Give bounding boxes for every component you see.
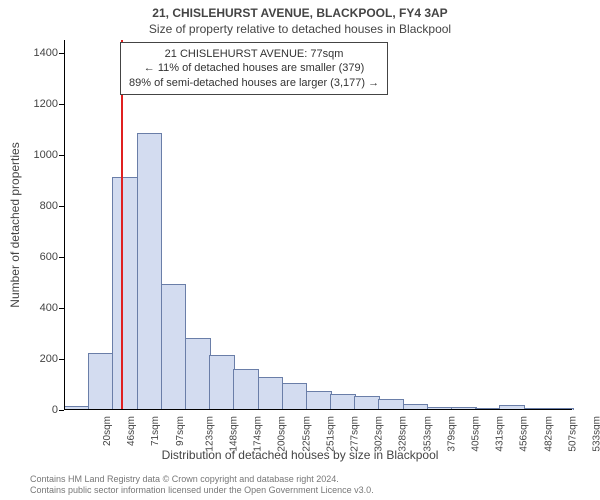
histogram-bar — [137, 133, 163, 410]
x-tick-label: 20sqm — [102, 416, 113, 446]
y-axis-label: Number of detached properties — [8, 142, 22, 307]
histogram-bar — [233, 369, 259, 410]
x-tick-label: 97sqm — [175, 416, 186, 446]
footer-line-2: Contains public sector information licen… — [30, 485, 374, 496]
y-tick-label: 600 — [18, 251, 58, 263]
x-tick-label: 200sqm — [277, 416, 288, 452]
y-tick-label: 1400 — [18, 47, 58, 59]
x-tick-label: 302sqm — [374, 416, 385, 452]
x-tick-label: 123sqm — [204, 416, 215, 452]
x-tick-label: 533sqm — [591, 416, 600, 452]
x-axis-line — [64, 409, 572, 410]
x-tick-label: 174sqm — [253, 416, 264, 452]
x-tick-label: 148sqm — [229, 416, 240, 452]
x-tick-label: 379sqm — [446, 416, 457, 452]
plot-area — [64, 40, 572, 410]
x-tick-label: 328sqm — [398, 416, 409, 452]
chart-title: 21, CHISLEHURST AVENUE, BLACKPOOL, FY4 3… — [0, 0, 600, 20]
histogram-bar — [112, 177, 138, 410]
histogram-bar — [306, 391, 332, 410]
histogram-bar — [88, 353, 114, 410]
histogram-bar — [185, 338, 211, 410]
chart-subtitle: Size of property relative to detached ho… — [0, 20, 600, 36]
y-tick-mark — [59, 410, 64, 411]
y-axis-line — [64, 40, 65, 410]
histogram-bar — [330, 394, 356, 410]
info-line-3: 89% of semi-detached houses are larger (… — [129, 76, 379, 90]
x-tick-label: 456sqm — [519, 416, 530, 452]
reference-line — [121, 40, 123, 410]
x-tick-label: 482sqm — [543, 416, 554, 452]
y-tick-label: 0 — [18, 404, 58, 416]
x-tick-label: 277sqm — [350, 416, 361, 452]
x-axis-label: Distribution of detached houses by size … — [0, 448, 600, 462]
histogram-bar — [161, 284, 187, 410]
y-tick-label: 200 — [18, 353, 58, 365]
x-tick-label: 46sqm — [126, 416, 137, 446]
histogram-bar — [209, 355, 235, 410]
x-tick-label: 507sqm — [567, 416, 578, 452]
y-tick-label: 800 — [18, 200, 58, 212]
info-box: 21 CHISLEHURST AVENUE: 77sqm ← 11% of de… — [120, 42, 388, 95]
histogram-bar — [354, 396, 380, 410]
y-tick-label: 1000 — [18, 149, 58, 161]
x-tick-label: 353sqm — [422, 416, 433, 452]
footer-line-1: Contains HM Land Registry data © Crown c… — [30, 474, 374, 485]
info-line-2: ← 11% of detached houses are smaller (37… — [129, 61, 379, 75]
x-tick-label: 71sqm — [150, 416, 161, 446]
x-tick-label: 225sqm — [301, 416, 312, 452]
footer-attribution: Contains HM Land Registry data © Crown c… — [30, 474, 374, 496]
info-line-1: 21 CHISLEHURST AVENUE: 77sqm — [129, 47, 379, 61]
x-tick-label: 405sqm — [471, 416, 482, 452]
histogram-bar — [282, 383, 308, 410]
histogram-bar — [258, 377, 284, 410]
y-tick-label: 1200 — [18, 98, 58, 110]
y-tick-label: 400 — [18, 302, 58, 314]
x-tick-label: 431sqm — [495, 416, 506, 452]
x-tick-label: 251sqm — [325, 416, 336, 452]
